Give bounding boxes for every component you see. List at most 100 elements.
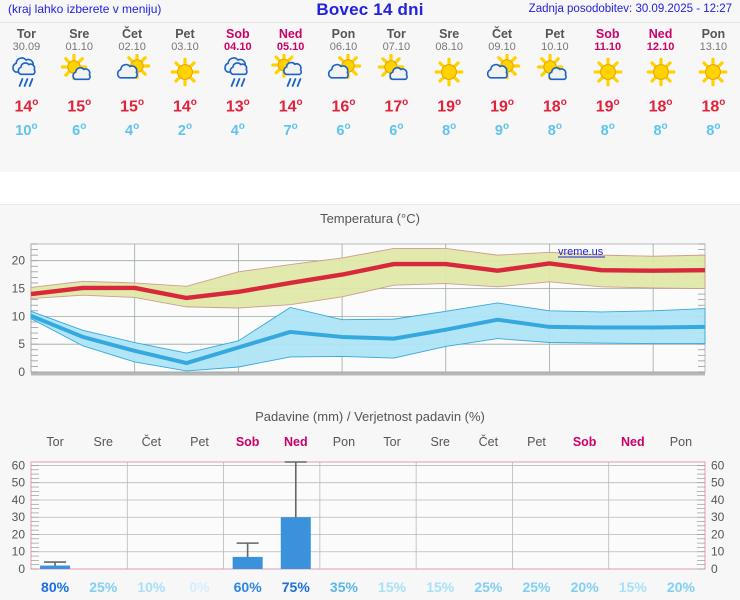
- precip-day-label: Pon: [670, 435, 692, 449]
- precip-day-label: Čet: [479, 434, 499, 449]
- max-temperature: 18o: [634, 93, 687, 117]
- min-temperature-value: 8: [706, 123, 715, 140]
- header-divider: [0, 22, 740, 23]
- sun-behind-cloud-icon: [486, 54, 521, 80]
- max-temperature-value: 17: [384, 98, 403, 116]
- forecast-day-column[interactable]: Čet 02.10 15o 4o: [106, 23, 159, 141]
- rain-shower-icon: [224, 57, 248, 87]
- forecast-day-column[interactable]: Sob 04.10 13o 4o: [211, 23, 264, 141]
- max-temperature-value: 14: [278, 98, 297, 116]
- weather-icon-box: [159, 53, 212, 93]
- degree-symbol: o: [344, 121, 351, 133]
- degree-symbol: o: [243, 97, 250, 108]
- degree-symbol: o: [185, 121, 193, 133]
- min-temperature-value: 8: [653, 123, 662, 140]
- max-temperature-value: 15: [120, 98, 138, 116]
- max-temperature: 16o: [317, 93, 370, 117]
- day-of-week-label: Čet: [491, 27, 513, 41]
- precip-day-label: Pet: [190, 435, 209, 449]
- day-date-label: 03.10: [171, 41, 199, 53]
- min-temperature-value: 6: [336, 123, 345, 140]
- min-temperature: 4o: [211, 117, 264, 141]
- forecast-day-column[interactable]: Pet 03.10 14o 2o: [159, 23, 212, 141]
- day-of-week-label: Pet: [545, 27, 565, 41]
- min-temperature-value: 2: [177, 123, 186, 140]
- y-axis-tick-label-right: 40: [711, 493, 725, 507]
- sun-icon: [698, 57, 728, 87]
- precipitation-chart-section: Padavine (mm) / Verjetnost padavin (%) T…: [0, 405, 740, 600]
- y-axis-tick-label-left: 0: [18, 562, 25, 576]
- day-date-label: 07.10: [382, 41, 411, 53]
- degree-symbol: o: [397, 121, 404, 133]
- forecast-day-column[interactable]: Ned 12.10 18o 8o: [634, 23, 687, 141]
- forecast-day-column[interactable]: Sre 08.10 19o 8o: [423, 23, 476, 141]
- rain-shower-icon: [12, 57, 37, 87]
- max-temperature-value: 18: [648, 98, 667, 116]
- day-date-label: 09.10: [488, 41, 516, 53]
- day-date-label: 04.10: [224, 41, 252, 53]
- location-menu-note[interactable]: (kraj lahko izberete v meniju): [8, 2, 162, 16]
- day-of-week-label: Pon: [701, 27, 726, 41]
- precipitation-bar[interactable]: [232, 556, 263, 569]
- day-date-label: 01.10: [65, 41, 94, 53]
- forecast-day-column[interactable]: Pon 13.10 18o 8o: [687, 23, 740, 141]
- precipitation-bar[interactable]: [280, 517, 311, 569]
- precip-day-label: Sob: [236, 435, 260, 449]
- day-of-week-label: Tor: [16, 27, 37, 41]
- min-temperature: 6o: [53, 117, 106, 141]
- min-temperature: 2o: [159, 117, 212, 141]
- forecast-day-column[interactable]: Tor 30.09 14o 10o: [0, 23, 53, 141]
- min-temperature-value: 4: [230, 123, 239, 140]
- min-temperature-value: 6: [389, 123, 398, 140]
- min-temperature-value: 8: [547, 123, 556, 140]
- y-axis-tick-label: 10: [12, 309, 26, 323]
- degree-symbol: o: [555, 121, 562, 133]
- precipitation-probability-label: 35%: [330, 579, 359, 595]
- day-of-week-label: Čet: [122, 27, 143, 41]
- y-axis-tick-label-right: 50: [711, 476, 725, 490]
- degree-symbol: o: [450, 121, 457, 133]
- max-temperature: 14o: [0, 93, 53, 117]
- degree-symbol: o: [349, 97, 356, 108]
- forecast-day-column[interactable]: Pon 06.10 16o 6o: [317, 23, 370, 141]
- sun-icon: [593, 57, 623, 87]
- sun-icon: [434, 57, 464, 87]
- forecast-day-column[interactable]: Ned 05.10 14o 7o: [264, 23, 317, 141]
- y-axis-tick-label-left: 30: [12, 510, 26, 524]
- forecast-day-column[interactable]: Sre 01.10 15o 6o: [53, 23, 106, 141]
- min-temperature: 9o: [476, 117, 529, 141]
- day-of-week-label: Sob: [595, 27, 620, 41]
- day-date-label: 06.10: [329, 41, 358, 53]
- y-axis-tick-label: 20: [12, 254, 26, 268]
- sun-small-cloud-icon: [378, 54, 409, 81]
- precipitation-bar[interactable]: [40, 565, 71, 569]
- weather-icon-box: [423, 53, 476, 93]
- forecast-day-column[interactable]: Čet 09.10 19o 9o: [476, 23, 529, 141]
- degree-symbol: o: [133, 121, 140, 133]
- weather-icon-box: [264, 53, 317, 93]
- min-temperature: 8o: [581, 117, 634, 141]
- y-axis-tick-label: 0: [18, 365, 25, 379]
- weather-icon-box: [581, 53, 634, 93]
- max-temperature: 17o: [370, 93, 423, 117]
- page-header: (kraj lahko izberete v meniju) Bovec 14 …: [0, 0, 740, 22]
- max-temperature-value: 15: [67, 98, 86, 116]
- min-temperature-value: 7: [283, 123, 292, 140]
- forecast-day-column[interactable]: Sob 11.10 19o 8o: [581, 23, 634, 141]
- degree-symbol: o: [719, 97, 726, 108]
- degree-symbol: o: [455, 97, 462, 108]
- precip-day-label: Tor: [383, 435, 400, 449]
- sun-small-cloud-icon: [536, 54, 567, 81]
- forecast-day-column[interactable]: Pet 10.10 18o 8o: [528, 23, 581, 141]
- precip-day-label: Čet: [142, 434, 162, 449]
- day-date-label: 02.10: [118, 41, 146, 53]
- sun-small-cloud-icon: [61, 54, 92, 81]
- strip-gap-divider: [0, 204, 740, 205]
- max-temperature-value: 13: [225, 98, 244, 116]
- forecast-day-column[interactable]: Tor 07.10 17o 6o: [370, 23, 423, 141]
- max-temperature: 13o: [211, 93, 264, 117]
- degree-symbol: o: [291, 121, 298, 133]
- weather-icon-box: [687, 53, 740, 93]
- degree-symbol: o: [80, 121, 87, 133]
- max-temperature-line: [30, 261, 706, 301]
